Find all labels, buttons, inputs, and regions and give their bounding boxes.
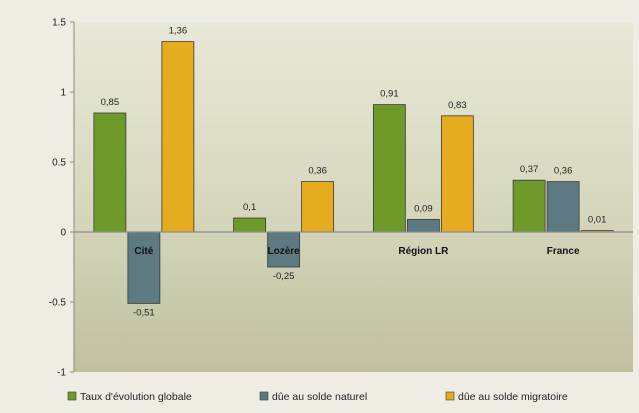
data-label: 0,09 — [414, 203, 433, 214]
bar — [161, 41, 195, 233]
category-label: France — [547, 246, 580, 257]
legend-label: dûe au solde naturel — [272, 391, 367, 403]
data-label: 1,36 — [169, 26, 188, 37]
bar — [512, 179, 546, 233]
bar — [127, 231, 161, 304]
legend-swatch — [259, 391, 269, 401]
y-tick-label: 1.5 — [52, 18, 66, 29]
data-label: 0,83 — [448, 100, 467, 111]
y-tick-label: 0 — [60, 228, 66, 239]
legend-swatch — [67, 391, 77, 401]
data-label: 0,36 — [308, 166, 327, 177]
bar — [546, 181, 580, 233]
data-label: -0,25 — [273, 271, 295, 282]
legend-label: dûe au solde migratoire — [458, 391, 568, 403]
category-label: Région LR — [398, 246, 449, 257]
bar — [372, 104, 406, 233]
legend-swatch — [445, 391, 455, 401]
y-tick-label: -0.5 — [49, 298, 67, 309]
y-tick-label: -1 — [57, 368, 66, 379]
bar — [233, 217, 267, 233]
y-tick-label: 0.5 — [52, 158, 66, 169]
bar — [406, 218, 440, 233]
bar — [440, 115, 474, 233]
data-label: 0,85 — [101, 97, 120, 108]
data-label: 0,37 — [520, 164, 539, 175]
data-label: 0,1 — [243, 202, 256, 213]
category-label: Lozère — [268, 246, 301, 257]
bar — [93, 112, 127, 233]
data-label: 0,01 — [588, 215, 607, 226]
category-label: Cité — [134, 246, 153, 257]
bar — [301, 181, 335, 233]
data-label: -0,51 — [133, 307, 155, 318]
legend-label: Taux d'évolution globale — [80, 391, 192, 403]
data-label: 0,36 — [554, 166, 573, 177]
y-tick-label: 1 — [60, 88, 66, 99]
data-label: 0,91 — [380, 89, 399, 100]
